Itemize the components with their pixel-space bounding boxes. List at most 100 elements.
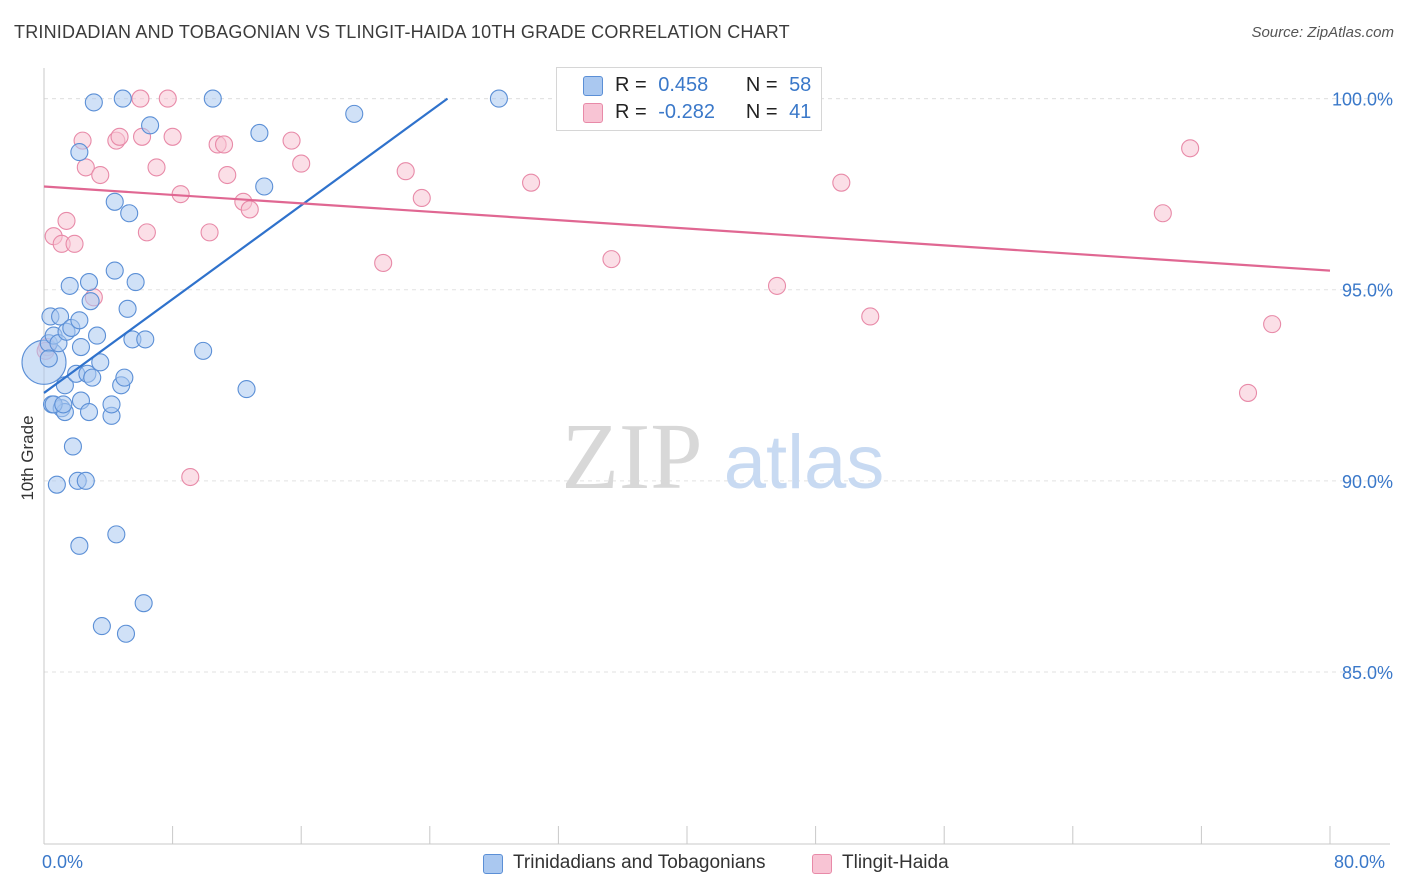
legend-n-label: N =: [745, 74, 778, 96]
trinidadian-point: [250, 123, 269, 143]
trinidadian-point: [194, 341, 213, 360]
tlingit-point: [200, 223, 219, 242]
trinidadian-point: [54, 395, 73, 414]
trinidadian-point: [105, 192, 124, 211]
tlingit-point: [65, 234, 84, 253]
tlingit-point: [374, 253, 393, 273]
tlingit-point: [292, 154, 311, 173]
trinidadian-point: [203, 89, 222, 108]
trinidadian-trend-line: [43, 97, 449, 394]
trinidadian-point: [134, 594, 153, 613]
trinidadian-point: [71, 338, 91, 357]
tlingit-point: [240, 200, 259, 219]
tlingit-point: [158, 89, 177, 108]
legend-swatch-pink: [583, 103, 603, 123]
tlingit-point: [1238, 383, 1258, 402]
tlingit-point: [76, 158, 95, 177]
trinidadian-point: [47, 475, 66, 494]
tlingit-point: [602, 250, 621, 269]
trinidadian-point: [51, 307, 70, 326]
tlingit-point: [282, 131, 301, 150]
trinidadian-point: [83, 368, 102, 387]
trinidadian-point: [345, 104, 364, 123]
tlingit-point: [1181, 139, 1200, 158]
y-tick-label: 90.0%: [1342, 472, 1393, 492]
bottom-legend-label: Trinidadians and Tobagonians: [513, 852, 766, 873]
trinidadian-point: [116, 624, 136, 643]
trinidadian-point: [105, 261, 124, 280]
tlingit-point: [147, 158, 166, 177]
y-tick-labels: 85.0% 90.0% 95.0% 100.0%: [1332, 90, 1393, 683]
trinidadian-point: [76, 471, 95, 490]
trinidadian-point: [255, 177, 274, 196]
watermark: ZIP atlas: [562, 405, 885, 509]
source-label: Source: ZipAtlas.com: [1251, 24, 1394, 41]
tlingit-point: [218, 165, 237, 185]
legend-swatch-blue: [483, 854, 503, 874]
tlingit-point: [131, 89, 150, 108]
trinidadian-point: [136, 330, 155, 349]
tlingit-point: [522, 173, 541, 192]
legend-n-label: N =: [745, 101, 778, 123]
axes: [43, 68, 1390, 845]
tlingit-point: [767, 276, 787, 295]
tlingit-point: [163, 127, 182, 146]
legend-n-value: 41: [789, 101, 812, 123]
trinidadian-point: [70, 536, 89, 555]
legend-r-value: 0.458: [658, 74, 709, 96]
y-tick-label: 100.0%: [1332, 90, 1393, 110]
trinidadian-point: [141, 116, 160, 135]
trinidadian-point: [115, 368, 134, 387]
trinidadian-point: [126, 273, 145, 292]
y-tick-label: 85.0%: [1342, 663, 1393, 683]
legend-swatch-pink: [812, 854, 832, 874]
trinidadian-point: [120, 204, 139, 223]
legend-r-value: -0.282: [658, 101, 715, 123]
tlingit-point: [110, 127, 129, 146]
tlingit-point: [137, 223, 156, 242]
legend-r-label: R =: [615, 74, 647, 96]
trinidadian-point: [84, 93, 103, 112]
trinidadian-point: [81, 292, 100, 311]
trinidadian-point: [102, 395, 121, 414]
trinidadian-point: [92, 617, 111, 636]
trinidadian-point: [39, 349, 58, 368]
tlingit-point: [861, 307, 880, 326]
trinidadian-point: [79, 273, 99, 292]
x-tick-label-min: 0.0%: [42, 852, 84, 872]
trinidadian-point: [70, 311, 89, 330]
trinidadian-point: [79, 402, 99, 422]
trinidadian-point: [107, 525, 126, 544]
tlingit-point: [1153, 204, 1172, 223]
bottom-legend: Trinidadians and Tobagonians Tlingit-Hai…: [0, 852, 1406, 878]
trinidadian-point: [70, 143, 89, 162]
tlingit-point: [57, 211, 76, 230]
tlingit-point: [396, 162, 415, 181]
watermark-zip: ZIP: [562, 405, 703, 509]
tlingit-point: [832, 173, 851, 192]
tlingit-point: [91, 165, 110, 185]
trinidadian-point: [60, 276, 79, 295]
trinidadian-point: [237, 380, 256, 399]
x-tick-label-max: 80.0%: [1334, 852, 1386, 872]
tlingit-point: [412, 188, 431, 208]
tlingit-point: [1263, 315, 1282, 334]
watermark-atlas: atlas: [724, 420, 885, 505]
trinidadian-point: [63, 437, 82, 456]
legend-swatch-blue: [583, 76, 603, 96]
trinidadian-point: [118, 299, 137, 318]
trinidadian-point: [113, 89, 132, 108]
trend-lines: [43, 97, 1331, 394]
chart-title: TRINIDADIAN AND TOBAGONIAN VS TLINGIT-HA…: [14, 22, 790, 42]
tlingit-point: [181, 467, 200, 487]
trinidadian-point: [87, 326, 107, 345]
tlingit-point: [214, 135, 234, 154]
tlingit-trend-line: [43, 185, 1331, 272]
stats-legend: R = 0.458 N = 58 R = -0.282 N = 41: [556, 67, 822, 131]
legend-n-value: 58: [789, 74, 812, 96]
y-tick-label: 95.0%: [1342, 281, 1393, 301]
trinidadian-point: [91, 353, 110, 372]
bottom-legend-label: Tlingit-Haida: [842, 852, 949, 873]
trinidadian-point: [489, 89, 508, 108]
